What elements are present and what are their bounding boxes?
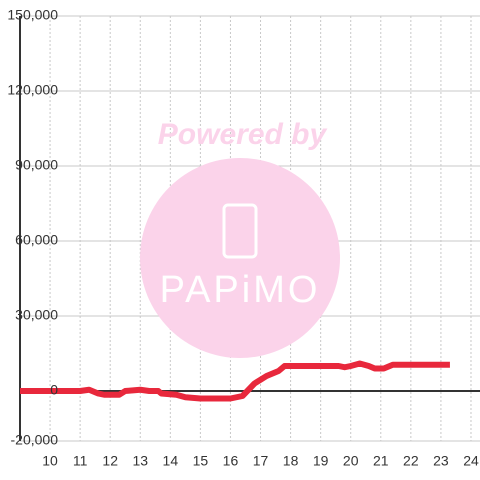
x-tick-label: 14 (163, 453, 179, 469)
watermark-icon (222, 203, 258, 259)
watermark: Powered by PAPiMO (140, 118, 340, 358)
x-tick-label: 23 (433, 453, 449, 469)
x-tick-label: 17 (253, 453, 269, 469)
x-tick-label: 18 (283, 453, 299, 469)
x-tick-label: 15 (193, 453, 209, 469)
x-tick-label: 16 (223, 453, 239, 469)
y-tick-label: 120,000 (7, 82, 58, 98)
y-tick-label: 60,000 (15, 232, 58, 248)
x-tick-label: 10 (42, 453, 58, 469)
x-tick-label: 19 (313, 453, 329, 469)
x-tick-label: 21 (373, 453, 389, 469)
x-tick-label: 11 (73, 453, 88, 469)
x-tick-label: 12 (102, 453, 118, 469)
x-tick-label: 24 (463, 453, 479, 469)
y-tick-label: 150,000 (7, 7, 58, 23)
x-tick-label: 22 (403, 453, 419, 469)
y-tick-label: -20,000 (11, 432, 59, 448)
y-tick-label: 90,000 (15, 157, 58, 173)
y-tick-label: 0 (50, 382, 58, 398)
line (20, 360, 450, 402)
x-tick-label: 20 (343, 453, 359, 469)
watermark-text: Powered by (158, 118, 328, 151)
watermark-logo: PAPiMO (160, 269, 321, 311)
y-tick-label: 30,000 (15, 307, 58, 323)
x-tick-label: 13 (132, 453, 148, 469)
